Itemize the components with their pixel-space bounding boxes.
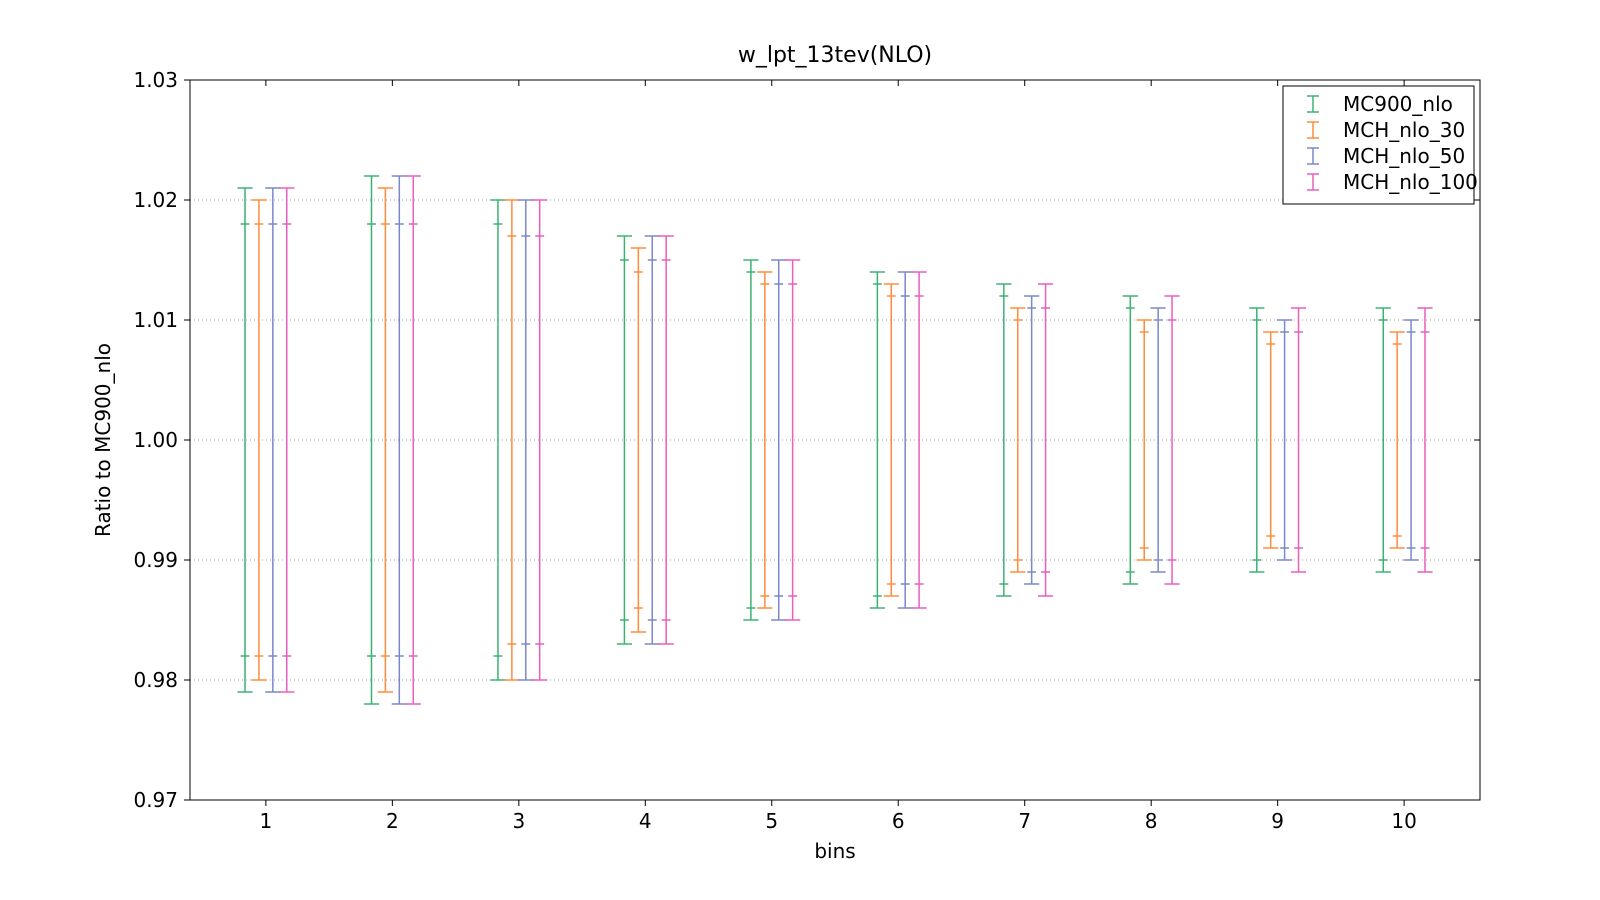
xtick-label: 7	[1018, 809, 1031, 833]
xtick-label: 1	[260, 809, 273, 833]
xtick-label: 2	[386, 809, 399, 833]
ytick-label: 0.98	[133, 668, 178, 692]
xtick-label: 5	[765, 809, 778, 833]
ytick-label: 0.99	[133, 548, 178, 572]
errorbar-chart: 1 2 3 4 5 6 7 8 9 10 0.97 0.98 0.99 1.00 1.01 1.02 1.03 b…	[0, 0, 1600, 900]
y-axis-label: Ratio to MC900_nlo	[91, 343, 115, 537]
xtick-label: 3	[512, 809, 525, 833]
ytick-label: 1.00	[133, 428, 178, 452]
ytick-label: 1.03	[133, 68, 178, 92]
xtick-label: 6	[892, 809, 905, 833]
xtick-label: 9	[1271, 809, 1284, 833]
ytick-label: 0.97	[133, 788, 178, 812]
legend-label: MCH_nlo_100	[1343, 170, 1478, 194]
x-axis-label: bins	[814, 839, 855, 863]
ytick-label: 1.02	[133, 188, 178, 212]
ytick-label: 1.01	[133, 308, 178, 332]
legend-label: MC900_nlo	[1343, 92, 1453, 116]
xtick-label: 10	[1391, 809, 1416, 833]
legend-label: MCH_nlo_30	[1343, 118, 1465, 142]
chart-container: 1 2 3 4 5 6 7 8 9 10 0.97 0.98 0.99 1.00 1.01 1.02 1.03 b…	[0, 0, 1600, 900]
chart-title: w_lpt_13tev(NLO)	[738, 43, 932, 68]
xtick-label: 8	[1145, 809, 1158, 833]
legend-label: MCH_nlo_50	[1343, 144, 1465, 168]
xtick-label: 4	[639, 809, 652, 833]
